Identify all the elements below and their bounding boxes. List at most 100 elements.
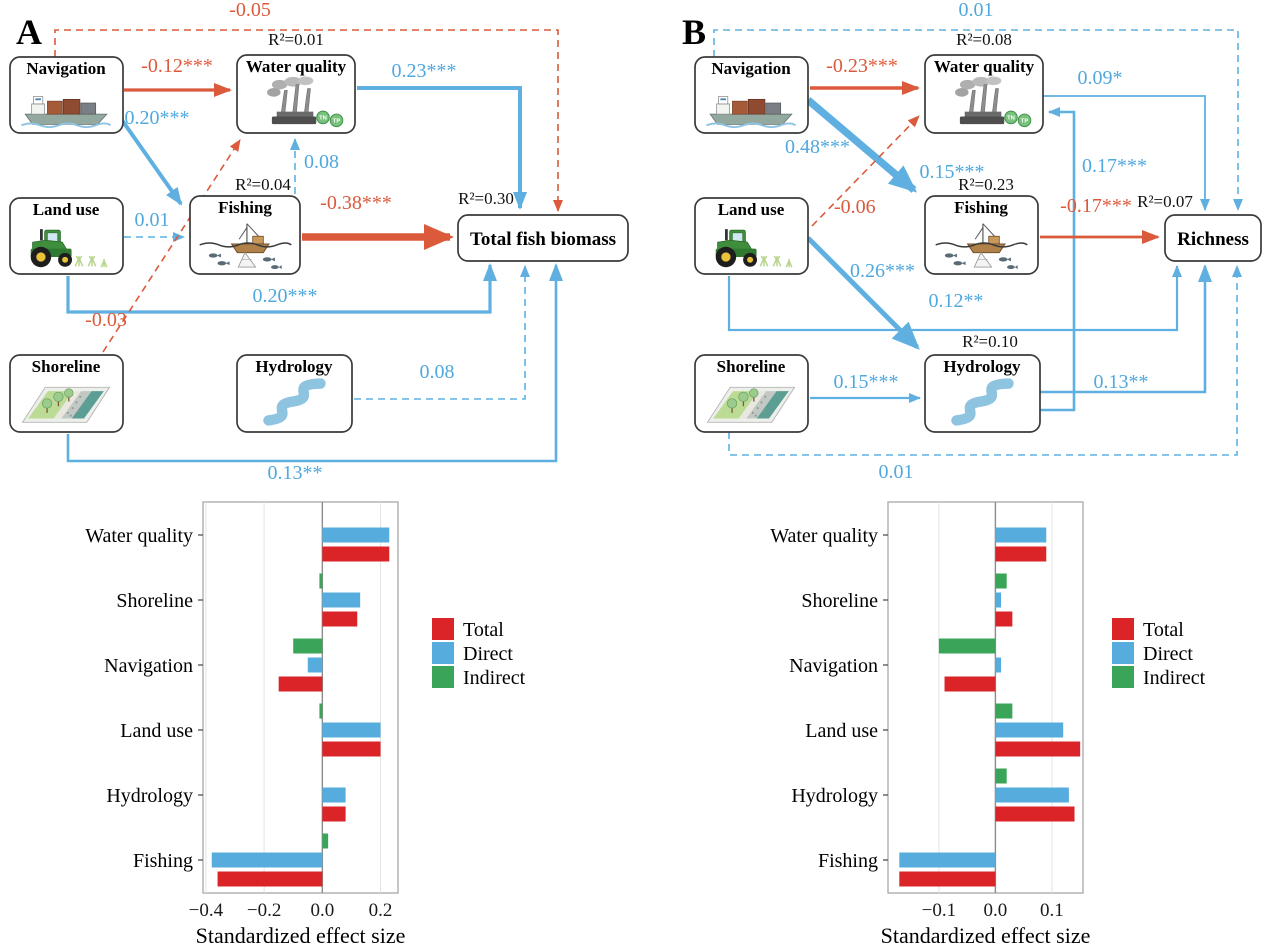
bar-direct-land-use bbox=[995, 722, 1064, 738]
r2-water-quality: R²=0.08 bbox=[956, 30, 1012, 49]
legend-label-total: Total bbox=[1143, 619, 1184, 641]
category-label: Hydrology bbox=[791, 785, 878, 807]
sem-b-nodes: Navigation Water quality Land use Fishin… bbox=[694, 54, 1262, 433]
effect-size-chart-a: Water quality Shoreline Navigation Land use… bbox=[85, 501, 526, 948]
path-label: 0.17*** bbox=[1082, 155, 1147, 177]
path-land-use-to-hydrology bbox=[806, 236, 920, 350]
node-box bbox=[189, 195, 301, 275]
bar-total-fishing bbox=[217, 871, 323, 887]
path-land-use-to-outcome bbox=[66, 263, 497, 314]
node-label: Fishing bbox=[954, 198, 1008, 217]
path-label: 0.20*** bbox=[253, 285, 318, 307]
bar-direct-hydrology bbox=[322, 787, 346, 803]
path-navigation-to-outcome bbox=[54, 29, 563, 212]
path-label: 0.09* bbox=[1078, 67, 1123, 89]
r2-outcome: R²=0.30 bbox=[458, 189, 514, 208]
bar-direct-shoreline bbox=[995, 592, 1002, 608]
node-label: Richness bbox=[1177, 229, 1249, 250]
node-outcome-total-fish-biomass: Total fish biomass bbox=[457, 214, 629, 262]
path-label: 0.20*** bbox=[125, 107, 190, 129]
path-navigation-to-outcome bbox=[713, 29, 1243, 211]
path-label: 0.01 bbox=[135, 209, 170, 231]
x-tick-label: −0.4 bbox=[189, 900, 224, 921]
bar-direct-hydrology bbox=[995, 787, 1069, 803]
sem-panel-b: B Navigation Water quality Land use bbox=[682, 0, 1262, 483]
category-label: Fishing bbox=[818, 850, 878, 872]
node-label: Hydrology bbox=[255, 357, 333, 376]
plot-panel bbox=[202, 501, 399, 894]
node-box bbox=[457, 214, 629, 262]
node-label: Shoreline bbox=[32, 357, 101, 376]
path-label: 0.23*** bbox=[392, 60, 457, 82]
path-label: -0.23*** bbox=[826, 55, 898, 77]
path-water-quality-to-outcome bbox=[357, 86, 527, 210]
path-label: -0.12*** bbox=[141, 55, 213, 77]
bar-direct-navigation bbox=[995, 657, 1002, 673]
path-label: 0.08 bbox=[420, 361, 455, 383]
node-hydrology: Hydrology bbox=[236, 354, 353, 433]
r2-outcome: R²=0.07 bbox=[1137, 192, 1193, 211]
sem-a-paths bbox=[54, 29, 563, 463]
category-label: Hydrology bbox=[106, 785, 193, 807]
bar-direct-fishing bbox=[211, 852, 323, 868]
node-navigation: Navigation bbox=[9, 56, 124, 134]
x-tick-label: −0.1 bbox=[922, 900, 956, 921]
node-label: Shoreline bbox=[717, 357, 786, 376]
panel-letter-a: A bbox=[16, 12, 42, 52]
node-label: Fishing bbox=[218, 198, 272, 217]
r2-fishing: R²=0.23 bbox=[958, 175, 1014, 194]
path-label: 0.08 bbox=[304, 151, 339, 173]
bar-total-water-quality bbox=[995, 546, 1047, 562]
path-navigation-to-fishing bbox=[805, 97, 918, 193]
bar-direct-navigation bbox=[307, 657, 323, 673]
node-label: Hydrology bbox=[943, 357, 1021, 376]
legend-swatch-indirect bbox=[1112, 666, 1134, 688]
r2-water-quality: R²=0.01 bbox=[268, 30, 324, 49]
node-box bbox=[236, 354, 353, 433]
legend-swatch-total bbox=[432, 618, 454, 640]
legend-swatch-direct bbox=[432, 642, 454, 664]
x-tick-label: 0.1 bbox=[1040, 900, 1064, 921]
legend-label-total: Total bbox=[463, 619, 504, 641]
legend-label-indirect: Indirect bbox=[1143, 667, 1206, 689]
bar-indirect-navigation bbox=[938, 638, 996, 654]
legend-label-direct: Direct bbox=[463, 643, 513, 665]
bar-total-navigation bbox=[944, 676, 996, 692]
node-label: Navigation bbox=[26, 59, 106, 78]
bar-direct-fishing bbox=[899, 852, 996, 868]
bar-total-shoreline bbox=[322, 611, 358, 627]
sem-b-path-labels: 0.01 -0.23*** 0.48*** -0.06 0.15*** 0.17… bbox=[785, 0, 1149, 483]
node-label: Land use bbox=[33, 200, 100, 219]
node-hydrology: Hydrology bbox=[924, 354, 1041, 433]
legend-swatch-indirect bbox=[432, 666, 454, 688]
bar-total-hydrology bbox=[322, 806, 346, 822]
sem-a-r2-labels: R²=0.01 R²=0.04 R²=0.30 bbox=[235, 30, 514, 208]
x-tick-label: 0.0 bbox=[984, 900, 1008, 921]
path-label: 0.48*** bbox=[785, 136, 850, 158]
bar-direct-water-quality bbox=[995, 527, 1047, 543]
legend-label-direct: Direct bbox=[1143, 643, 1193, 665]
path-label: 0.15*** bbox=[920, 161, 985, 183]
plot-panel bbox=[887, 501, 1084, 894]
effect-size-chart-b: Water quality Shoreline Navigation Land use… bbox=[770, 501, 1206, 948]
category-label: Shoreline bbox=[116, 590, 193, 612]
path-shoreline-to-outcome bbox=[728, 265, 1242, 456]
path-label: -0.38*** bbox=[320, 192, 392, 214]
legend-swatch-total bbox=[1112, 618, 1134, 640]
path-shoreline-to-outcome bbox=[66, 263, 563, 463]
path-label: 0.15*** bbox=[834, 371, 899, 393]
node-fishing: Fishing bbox=[924, 195, 1039, 275]
node-label: Water quality bbox=[246, 57, 347, 76]
path-label: 0.13** bbox=[268, 462, 323, 484]
node-box bbox=[1164, 214, 1262, 262]
sem-a-path-labels: -0.05 -0.12*** 0.20*** 0.23*** 0.08 -0.3… bbox=[85, 0, 456, 484]
bar-indirect-land-use bbox=[995, 703, 1013, 719]
r2-fishing: R²=0.04 bbox=[235, 175, 291, 194]
node-label: Navigation bbox=[711, 59, 791, 78]
bar-indirect-shoreline bbox=[319, 573, 323, 589]
category-label: Water quality bbox=[85, 525, 193, 547]
node-label: Total fish biomass bbox=[470, 229, 616, 250]
legend-label-indirect: Indirect bbox=[463, 667, 526, 689]
node-water-quality: Water quality bbox=[924, 54, 1044, 134]
